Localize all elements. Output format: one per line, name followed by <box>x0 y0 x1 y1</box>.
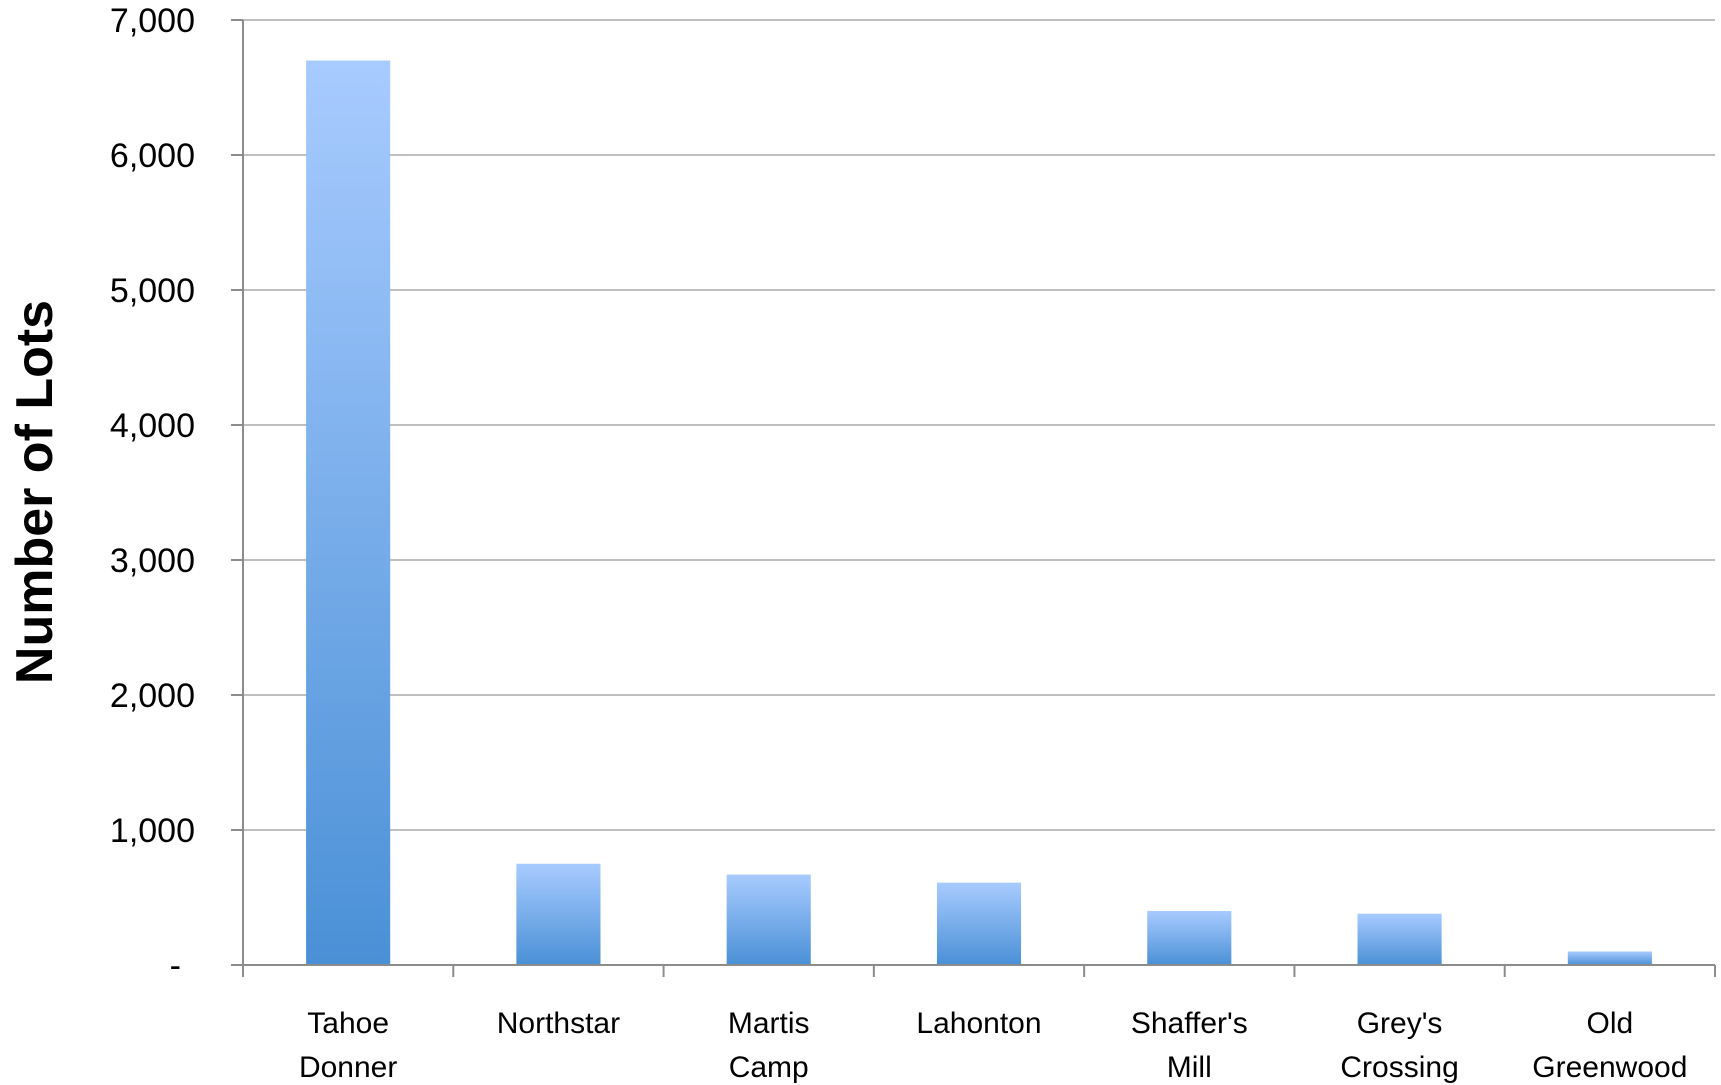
bar-4 <box>1147 911 1232 965</box>
y-tick-label-6: 6,000 <box>110 137 195 175</box>
bar-1 <box>516 863 601 965</box>
y-tick-label-2: 2,000 <box>110 677 195 715</box>
bar-2 <box>726 874 811 965</box>
x-category-label-6: Old Greenwood <box>1532 1007 1687 1084</box>
bars <box>306 60 1652 965</box>
gridlines <box>231 19 1715 966</box>
y-tick-label-1: 1,000 <box>110 812 195 850</box>
y-tick-label-7: 7,000 <box>110 2 195 40</box>
y-axis-title: Number of Lots <box>6 300 64 684</box>
y-tick-label-5: 5,000 <box>110 272 195 310</box>
x-category-label-3: Lahonton <box>916 1007 1041 1040</box>
y-tick-label-4: 4,000 <box>110 407 195 445</box>
x-category-label-4: Shaffer's Mill <box>1131 1007 1248 1084</box>
axes <box>231 20 1716 977</box>
y-tick-label-3: 3,000 <box>110 542 195 580</box>
bar-0 <box>306 60 391 965</box>
x-category-label-2: Martis Camp <box>728 1007 810 1084</box>
bar-6 <box>1567 951 1652 965</box>
x-category-label-1: Northstar <box>497 1007 620 1040</box>
y-tick-label-0: - <box>170 947 181 985</box>
x-category-label-0: Tahoe Donner <box>299 1007 397 1084</box>
y-tick-labels: - 1,000 2,000 3,000 4,000 5,000 6,000 7,000 <box>110 2 195 985</box>
x-category-label-5: Grey's Crossing <box>1340 1007 1458 1084</box>
bar-3 <box>936 882 1022 965</box>
x-category-labels: Tahoe Donner Northstar Martis Camp Lahonton Sh… <box>299 1007 1687 1084</box>
bar-5 <box>1357 913 1442 965</box>
